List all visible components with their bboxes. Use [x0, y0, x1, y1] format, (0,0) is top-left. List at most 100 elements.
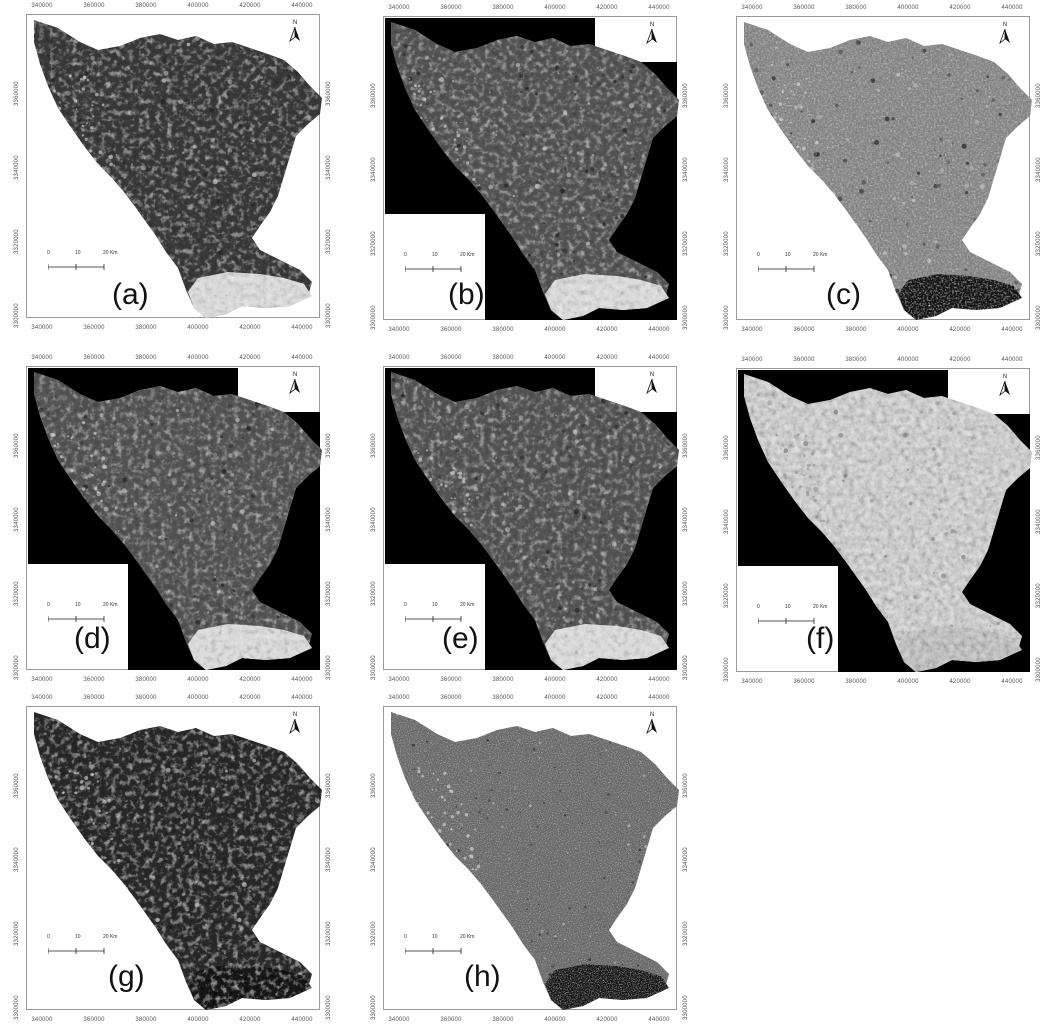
southern-area: [898, 274, 1022, 320]
study-area-shape: [744, 374, 1032, 672]
easting-tick-label: 380000: [845, 679, 867, 685]
easting-tick-label: 420000: [239, 325, 261, 331]
northing-tick-label: 3340000: [326, 507, 332, 532]
scale-label: 0: [404, 252, 407, 258]
easting-tick-label: 400000: [187, 677, 209, 683]
easting-tick-label: 400000: [897, 679, 919, 685]
north-letter: N: [649, 372, 655, 378]
northing-tick-label: 3360000: [14, 81, 20, 106]
northing-tick-label: 3340000: [724, 509, 730, 534]
easting-tick-label: 400000: [187, 355, 209, 361]
easting-tick-label: 380000: [135, 677, 157, 683]
north-arrow-icon: N: [288, 20, 302, 44]
easting-tick-label: 420000: [596, 677, 618, 683]
study-area-shape: [744, 22, 1032, 320]
easting-tick-label: 420000: [239, 1017, 261, 1023]
northing-tick-label: 3320000: [371, 581, 377, 606]
easting-tick-label: 380000: [135, 3, 157, 9]
north-letter: N: [292, 712, 298, 718]
easting-tick-label: 400000: [187, 3, 209, 9]
map-panel-a: 340000 340000 360000 360000 380000 380000 4000…: [8, 0, 338, 336]
scale-bar: 0 10 20 Km: [404, 602, 474, 624]
easting-tick-label: 360000: [793, 327, 815, 333]
easting-tick-label: 440000: [648, 695, 670, 701]
scale-label: 20 Km: [103, 602, 118, 608]
northing-tick-label: 3300000: [683, 995, 689, 1020]
northing-tick-label: 3340000: [371, 157, 377, 182]
scale-label: 20 Km: [813, 604, 828, 610]
easting-tick-label: 440000: [1001, 679, 1023, 685]
easting-tick-label: 440000: [648, 1017, 670, 1023]
northing-tick-label: 3360000: [326, 81, 332, 106]
scale-label: 0: [47, 602, 50, 608]
map-raster-f: [738, 370, 1032, 672]
easting-tick-label: 420000: [596, 695, 618, 701]
northing-tick-label: 3340000: [683, 507, 689, 532]
map-panel-f: 340000 340000 360000 360000 380000 380000 4000…: [718, 354, 1047, 690]
northing-tick-label: 3300000: [683, 305, 689, 330]
northing-tick-label: 3320000: [14, 229, 20, 254]
easting-tick-label: 360000: [440, 5, 462, 11]
map-raster-a: [34, 20, 322, 318]
map-panel-d: 340000 340000 360000 360000 380000 380000 4000…: [8, 352, 338, 688]
easting-tick-label: 340000: [31, 677, 53, 683]
scale-label: 20 Km: [460, 934, 475, 940]
northing-tick-label: 3300000: [14, 303, 20, 328]
easting-tick-label: 400000: [544, 677, 566, 683]
map-panel-e: 340000 340000 360000 360000 380000 380000 4000…: [365, 352, 695, 688]
northing-tick-label: 3340000: [724, 157, 730, 182]
easting-tick-label: 360000: [440, 695, 462, 701]
easting-tick-label: 400000: [544, 327, 566, 333]
scale-label: 10: [785, 604, 791, 610]
study-area-shape: [391, 712, 679, 1010]
easting-tick-label: 380000: [492, 695, 514, 701]
north-letter: N: [1002, 22, 1008, 28]
northing-tick-label: 3360000: [14, 773, 20, 798]
southern-area: [545, 624, 669, 670]
northing-tick-label: 3300000: [326, 655, 332, 680]
easting-tick-label: 440000: [648, 327, 670, 333]
southern-area: [545, 964, 669, 1010]
northing-tick-label: 3320000: [326, 921, 332, 946]
easting-tick-label: 420000: [239, 3, 261, 9]
easting-tick-label: 400000: [544, 1017, 566, 1023]
scale-label: 0: [404, 934, 407, 940]
easting-tick-label: 340000: [31, 325, 53, 331]
northing-tick-label: 3340000: [326, 847, 332, 872]
easting-tick-label: 360000: [440, 1017, 462, 1023]
northing-tick-label: 3300000: [1036, 657, 1042, 682]
northing-tick-label: 3360000: [371, 773, 377, 798]
map-panel-c: 340000 340000 360000 360000 380000 380000 4000…: [718, 2, 1047, 338]
scale-label: 20 Km: [103, 934, 118, 940]
scale-label: 20 Km: [813, 252, 828, 258]
easting-tick-label: 340000: [31, 695, 53, 701]
easting-tick-label: 380000: [845, 327, 867, 333]
southern-area: [188, 272, 312, 318]
study-area-shape: [391, 372, 679, 670]
easting-tick-label: 360000: [83, 1017, 105, 1023]
northing-tick-label: 3300000: [724, 657, 730, 682]
scale-label: 10: [432, 252, 438, 258]
north-arrow-icon: N: [998, 374, 1012, 398]
map-raster-h: [391, 712, 679, 1010]
study-area-shape: [34, 372, 322, 670]
easting-tick-label: 380000: [492, 677, 514, 683]
easting-tick-label: 400000: [544, 695, 566, 701]
northing-tick-label: 3360000: [683, 83, 689, 108]
easting-tick-label: 440000: [648, 355, 670, 361]
scale-bar: 0 10 20 Km: [757, 252, 827, 274]
easting-tick-label: 440000: [1001, 327, 1023, 333]
northing-tick-label: 3320000: [14, 581, 20, 606]
north-letter: N: [292, 20, 298, 26]
northing-tick-label: 3340000: [1036, 157, 1042, 182]
easting-tick-label: 340000: [388, 5, 410, 11]
easting-tick-label: 360000: [83, 695, 105, 701]
easting-tick-label: 420000: [949, 357, 971, 363]
panel-label-a: (a): [112, 278, 149, 311]
easting-tick-label: 420000: [239, 695, 261, 701]
easting-tick-label: 380000: [845, 357, 867, 363]
easting-tick-label: 420000: [949, 327, 971, 333]
northing-tick-label: 3360000: [371, 433, 377, 458]
easting-tick-label: 420000: [596, 1017, 618, 1023]
easting-tick-label: 380000: [135, 325, 157, 331]
